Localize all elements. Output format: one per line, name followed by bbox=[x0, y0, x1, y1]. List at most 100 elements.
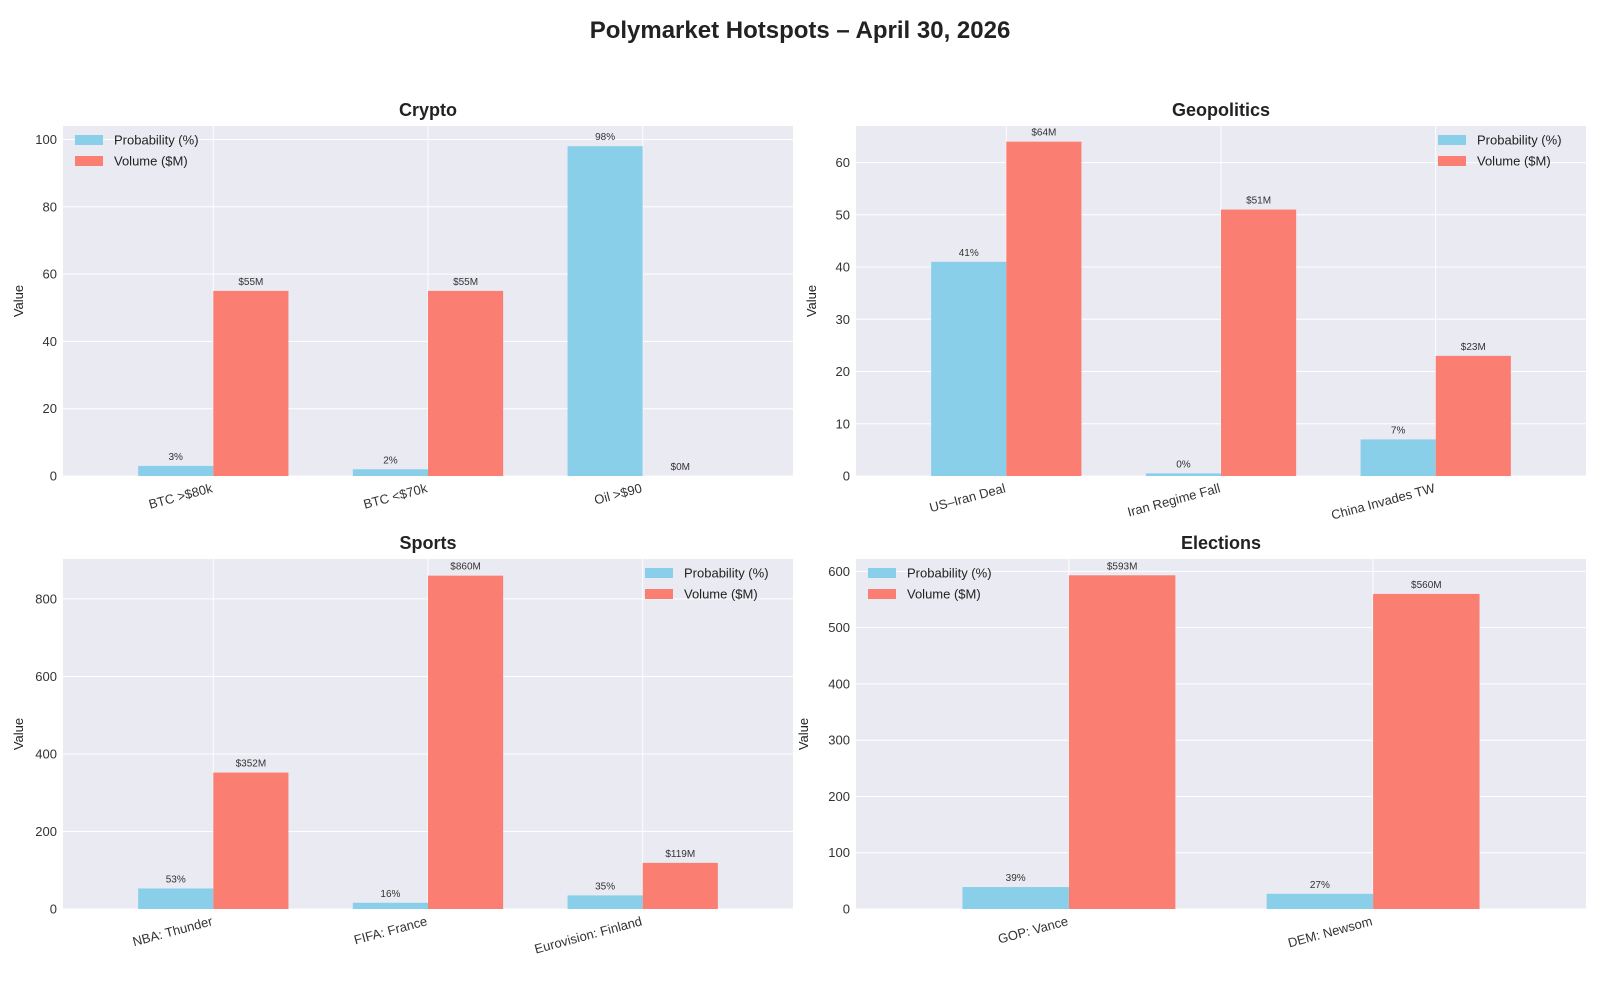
bar-volume-m-gop-vance bbox=[1068, 575, 1176, 909]
y-axis-label: Value bbox=[796, 718, 811, 750]
y-tick-label: 30 bbox=[836, 312, 850, 327]
legend-label-probability: Probability (%) bbox=[907, 566, 992, 581]
bar-volume-m-nba-thunder bbox=[213, 772, 289, 909]
data-label-volume-m-btc-70k: $55M bbox=[453, 277, 478, 288]
bar-probability-fifa-france bbox=[352, 902, 428, 909]
data-label-volume-m-nba-thunder: $352M bbox=[236, 759, 267, 770]
x-tick-label: China Invades TW bbox=[1330, 480, 1438, 522]
y-tick-label: 300 bbox=[828, 733, 850, 748]
bar-probability-gop-vance bbox=[962, 887, 1069, 909]
bar-probability-nba-thunder bbox=[138, 888, 214, 909]
y-tick-label: 200 bbox=[35, 824, 57, 839]
panel-title: Sports bbox=[399, 533, 456, 553]
y-tick-label: 400 bbox=[828, 676, 850, 691]
bar-volume-m-dem-newsom bbox=[1373, 593, 1480, 909]
y-axis-label: Value bbox=[11, 718, 26, 750]
y-tick-label: 40 bbox=[43, 334, 57, 349]
y-tick-label: 0 bbox=[843, 469, 850, 484]
panel-geopolitics: 0 10 20 30 40 50 60 41% 0% 7% $64M $51M $23M US–Iran … bbox=[804, 100, 1586, 523]
data-label-probability-eurovision-finland: 35% bbox=[595, 881, 615, 892]
y-tick-label: 80 bbox=[43, 199, 57, 214]
x-tick-label: Oil >$90 bbox=[592, 480, 643, 507]
panel-title: Elections bbox=[1181, 533, 1261, 553]
y-tick-label: 10 bbox=[836, 416, 850, 431]
bar-volume-m-btc-70k bbox=[428, 290, 504, 476]
legend-label-volume-m: Volume ($M) bbox=[1477, 154, 1551, 169]
legend-swatch-volume-m bbox=[1438, 156, 1466, 166]
data-label-volume-m-fifa-france: $860M bbox=[450, 562, 481, 573]
bar-volume-m-iran-regime-fall bbox=[1221, 209, 1297, 476]
legend-label-probability: Probability (%) bbox=[1477, 133, 1562, 148]
y-axis-label: Value bbox=[11, 285, 26, 317]
x-tick-label: DEM: Newsom bbox=[1286, 913, 1374, 950]
legend-label-volume-m: Volume ($M) bbox=[907, 587, 981, 602]
y-tick-label: 800 bbox=[35, 591, 57, 606]
y-tick-label: 60 bbox=[43, 267, 57, 282]
data-label-volume-m-china-invades-tw: $23M bbox=[1461, 342, 1486, 353]
bar-volume-m-us-iran-deal bbox=[1006, 141, 1082, 477]
legend-label-volume-m: Volume ($M) bbox=[114, 154, 188, 169]
bar-probability-iran-regime-fall bbox=[1145, 473, 1221, 476]
bar-volume-m-fifa-france bbox=[428, 575, 504, 909]
figure-title: Polymarket Hotspots – April 30, 2026 bbox=[590, 17, 1011, 44]
bar-probability-china-invades-tw bbox=[1360, 439, 1436, 476]
y-tick-label: 20 bbox=[43, 401, 57, 416]
data-label-probability-us-iran-deal: 41% bbox=[959, 248, 979, 259]
data-label-volume-m-us-iran-deal: $64M bbox=[1031, 128, 1056, 139]
data-label-probability-iran-regime-fall: 0% bbox=[1176, 459, 1191, 470]
x-tick-label: GOP: Vance bbox=[996, 913, 1069, 946]
bar-probability-btc-70k bbox=[352, 469, 428, 476]
legend-swatch-probability bbox=[1438, 135, 1466, 145]
legend-label-volume-m: Volume ($M) bbox=[684, 587, 758, 602]
bar-volume-m-china-invades-tw bbox=[1435, 355, 1511, 476]
legend-label-probability: Probability (%) bbox=[114, 133, 199, 148]
bar-probability-dem-newsom bbox=[1266, 893, 1374, 909]
panel-elections: 0 100 200 300 400 500 600 39% 27% $593M $560M GOP: … bbox=[796, 533, 1586, 950]
data-label-volume-m-eurovision-finland: $119M bbox=[665, 849, 695, 860]
y-tick-label: 600 bbox=[828, 564, 850, 579]
y-tick-label: 200 bbox=[828, 789, 850, 804]
y-tick-label: 0 bbox=[50, 902, 57, 917]
y-tick-label: 500 bbox=[828, 620, 850, 635]
y-tick-label: 400 bbox=[35, 746, 57, 761]
y-tick-label: 20 bbox=[836, 364, 850, 379]
bar-volume-m-eurovision-finland bbox=[642, 862, 718, 909]
y-tick-label: 50 bbox=[836, 207, 850, 222]
legend-swatch-probability bbox=[868, 568, 896, 578]
x-tick-label: NBA: Thunder bbox=[131, 913, 215, 949]
data-label-volume-m-btc-80k: $55M bbox=[238, 277, 263, 288]
data-label-probability-oil-90: 98% bbox=[595, 132, 615, 143]
data-label-probability-btc-70k: 2% bbox=[383, 455, 398, 466]
x-tick-label: Eurovision: Finland bbox=[533, 913, 644, 956]
legend-swatch-probability bbox=[75, 135, 103, 145]
legend-swatch-probability bbox=[645, 568, 673, 578]
x-tick-label: US–Iran Deal bbox=[928, 480, 1007, 515]
y-tick-label: 600 bbox=[35, 669, 57, 684]
bar-probability-us-iran-deal bbox=[931, 261, 1007, 476]
legend: Probability (%) Volume ($M) bbox=[868, 566, 992, 602]
data-label-volume-m-gop-vance: $593M bbox=[1107, 561, 1138, 572]
bar-probability-btc-80k bbox=[138, 465, 214, 476]
y-axis-label: Value bbox=[804, 285, 819, 317]
y-tick-label: 0 bbox=[50, 469, 57, 484]
data-label-probability-fifa-france: 16% bbox=[380, 889, 400, 900]
legend: Probability (%) Volume ($M) bbox=[645, 566, 769, 602]
data-label-volume-m-dem-newsom: $560M bbox=[1411, 580, 1442, 591]
x-tick-label: BTC >$80k bbox=[147, 480, 215, 512]
data-label-volume-m-iran-regime-fall: $51M bbox=[1246, 196, 1271, 207]
legend-swatch-volume-m bbox=[645, 589, 673, 599]
y-tick-label: 100 bbox=[35, 132, 57, 147]
data-label-volume-m-oil-90: $0M bbox=[671, 462, 690, 473]
y-tick-label: 60 bbox=[836, 155, 850, 170]
data-label-probability-btc-80k: 3% bbox=[168, 452, 183, 463]
bar-probability-eurovision-finland bbox=[567, 895, 643, 909]
panel-title: Geopolitics bbox=[1172, 100, 1270, 120]
legend: Probability (%) Volume ($M) bbox=[1438, 133, 1562, 169]
data-label-probability-china-invades-tw: 7% bbox=[1391, 425, 1406, 436]
data-label-probability-nba-thunder: 53% bbox=[166, 874, 186, 885]
x-tick-label: Iran Regime Fall bbox=[1126, 480, 1222, 519]
bar-volume-m-btc-80k bbox=[213, 290, 289, 476]
legend: Probability (%) Volume ($M) bbox=[75, 133, 199, 169]
data-label-probability-gop-vance: 39% bbox=[1006, 873, 1026, 884]
